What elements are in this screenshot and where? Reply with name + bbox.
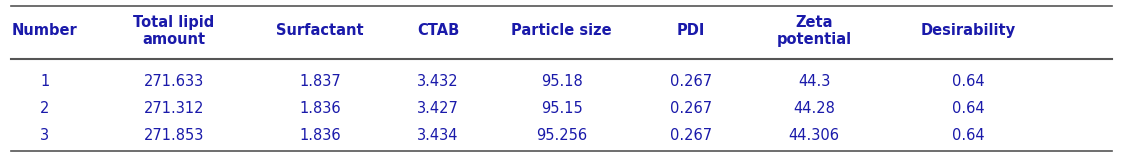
- Text: Total lipid
amount: Total lipid amount: [134, 15, 214, 47]
- Text: 3.432: 3.432: [417, 74, 459, 89]
- Text: 1.836: 1.836: [299, 101, 341, 116]
- Text: 1.836: 1.836: [299, 128, 341, 143]
- Text: 1: 1: [40, 74, 49, 89]
- Text: 0.267: 0.267: [669, 74, 712, 89]
- Text: 44.306: 44.306: [788, 128, 840, 143]
- Text: 2: 2: [40, 101, 49, 116]
- Text: PDI: PDI: [676, 23, 705, 38]
- Text: 0.64: 0.64: [951, 128, 985, 143]
- Text: Particle size: Particle size: [511, 23, 612, 38]
- Text: 271.853: 271.853: [144, 128, 204, 143]
- Text: 0.267: 0.267: [669, 101, 712, 116]
- Text: 0.64: 0.64: [951, 101, 985, 116]
- Text: 271.312: 271.312: [144, 101, 204, 116]
- Text: 3: 3: [40, 128, 49, 143]
- Text: 0.267: 0.267: [669, 128, 712, 143]
- Text: Desirability: Desirability: [921, 23, 1015, 38]
- Text: 95.18: 95.18: [540, 74, 583, 89]
- Text: Zeta
potential: Zeta potential: [777, 15, 851, 47]
- Text: 44.28: 44.28: [793, 101, 836, 116]
- Text: 3.427: 3.427: [417, 101, 459, 116]
- Text: Number: Number: [12, 23, 77, 38]
- Text: 3.434: 3.434: [418, 128, 458, 143]
- Text: 95.15: 95.15: [540, 101, 583, 116]
- Text: 0.64: 0.64: [951, 74, 985, 89]
- Text: 1.837: 1.837: [299, 74, 341, 89]
- Text: CTAB: CTAB: [417, 23, 459, 38]
- Text: 44.3: 44.3: [798, 74, 830, 89]
- Text: Surfactant: Surfactant: [276, 23, 364, 38]
- Text: 271.633: 271.633: [144, 74, 204, 89]
- Text: 95.256: 95.256: [536, 128, 587, 143]
